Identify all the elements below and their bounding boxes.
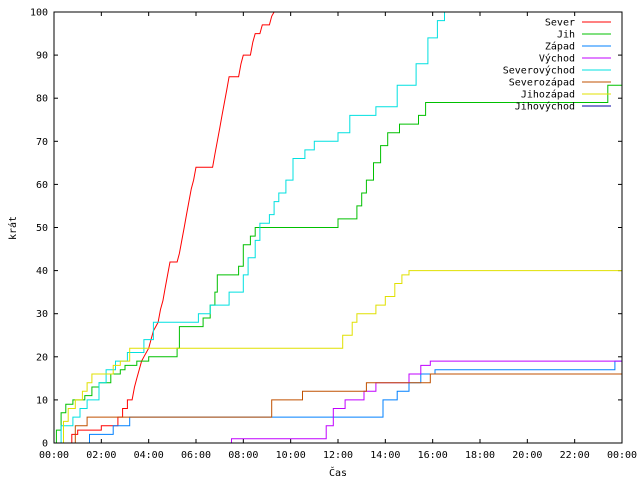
y-tick-label: 10 <box>36 395 48 406</box>
x-axis-label: Čas <box>329 466 347 479</box>
x-tick-label: 16:00 <box>418 450 448 461</box>
legend-label: Východ <box>539 53 575 65</box>
x-tick-label: 00:00 <box>39 450 69 461</box>
series-lines <box>54 11 622 444</box>
y-tick-label: 90 <box>36 51 48 62</box>
plot-frame <box>53 11 623 444</box>
x-tick-label: 08:00 <box>228 450 258 461</box>
y-tick-label: 0 <box>42 439 48 450</box>
x-tick-label: 18:00 <box>465 450 495 461</box>
x-tick-label: 06:00 <box>181 450 211 461</box>
y-tick-label: 20 <box>36 352 48 363</box>
legend-label: Jihozápad <box>521 89 575 101</box>
x-tick-label: 10:00 <box>276 450 306 461</box>
x-tick-label: 00:00 <box>607 450 637 461</box>
legend: SeverJihZápadVýchodSeverovýchodSeverozáp… <box>503 18 611 113</box>
legend-label: Sever <box>545 18 575 29</box>
series-line-východ <box>54 360 622 444</box>
y-tick-label: 100 <box>30 8 48 19</box>
legend-label: Západ <box>545 41 575 53</box>
y-axis-label: krát <box>7 216 19 240</box>
legend-label: Severovýchod <box>503 65 575 77</box>
x-tick-label: 22:00 <box>560 450 590 461</box>
series-line-jih <box>54 84 622 444</box>
series-line-západ <box>54 360 622 444</box>
legend-label: Jih <box>557 30 575 41</box>
y-tick-label: 60 <box>36 180 48 191</box>
y-tick-label: 50 <box>36 223 48 234</box>
series-line-sever <box>54 11 275 444</box>
series-line-jihozápad <box>54 270 622 444</box>
x-tick-label: 02:00 <box>86 450 116 461</box>
series-line-severozápad <box>54 373 622 444</box>
legend-label: Jihovýchod <box>515 101 575 113</box>
legend-label: Severozápad <box>509 77 575 89</box>
y-tick-label: 80 <box>36 94 48 105</box>
series-line-severovýchod <box>54 12 445 444</box>
axis-ticks: 00:00 02:00 04:00 06:00 08:00 10:00 12:00 14:00… <box>30 8 637 462</box>
y-tick-label: 40 <box>36 266 48 277</box>
x-tick-label: 20:00 <box>512 450 542 461</box>
x-tick-label: 14:00 <box>370 450 400 461</box>
y-tick-label: 30 <box>36 309 48 320</box>
x-tick-label: 12:00 <box>323 450 353 461</box>
y-tick-label: 70 <box>36 137 48 148</box>
x-tick-label: 04:00 <box>134 450 164 461</box>
